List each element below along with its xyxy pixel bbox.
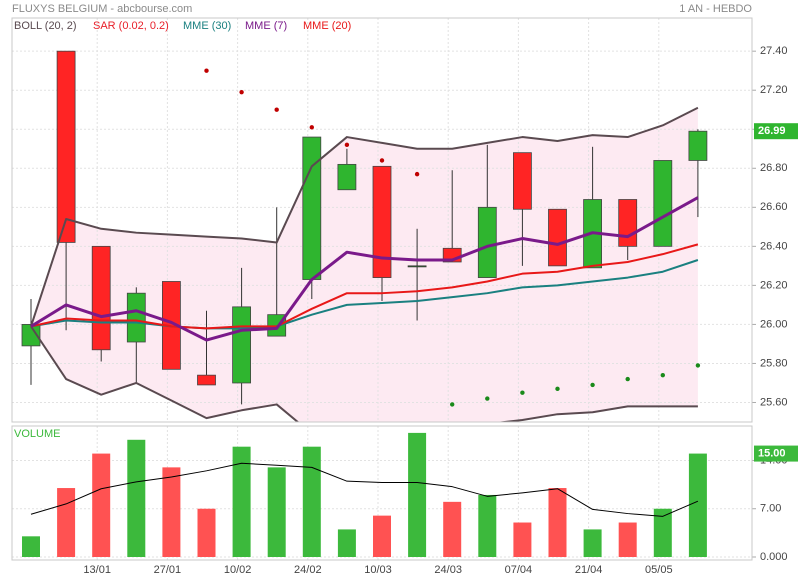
last-volume-label: 15.00 xyxy=(758,447,786,459)
sar-dot xyxy=(204,68,209,73)
sar-dot xyxy=(520,390,525,395)
volume-bar xyxy=(688,453,707,557)
volume-bar xyxy=(22,536,40,557)
volume-bar xyxy=(57,488,76,557)
volume-panel xyxy=(12,426,752,560)
candle-body xyxy=(197,374,216,386)
volume-bar xyxy=(162,467,181,557)
y-tick-label: 7.00 xyxy=(760,503,781,515)
price-frame xyxy=(11,17,753,423)
volume-bar xyxy=(337,529,356,557)
ema-line xyxy=(30,259,699,330)
candle-body xyxy=(56,50,76,243)
y-tick-label: 26.60 xyxy=(760,201,788,213)
ema-line xyxy=(30,243,699,330)
candle-body xyxy=(618,199,638,247)
x-tick-label: 05/05 xyxy=(645,564,673,576)
volume-bar xyxy=(548,488,567,557)
axes: 25.6025.8026.0026.2026.4026.6026.8027.00… xyxy=(83,45,798,576)
legend-entry: MME (20) xyxy=(303,20,351,32)
x-tick-label: 24/02 xyxy=(294,564,322,576)
volume-bar xyxy=(302,446,321,557)
volume-bar xyxy=(583,529,602,557)
volume-bar xyxy=(618,522,637,557)
x-tick-label: 24/03 xyxy=(434,564,462,576)
volume-bar xyxy=(653,508,672,557)
legend-entry: SAR (0.02, 0.2) xyxy=(93,20,169,32)
candle-body xyxy=(372,165,392,278)
sar-dot xyxy=(309,125,314,130)
x-tick-label: 07/04 xyxy=(505,564,533,576)
candle-body xyxy=(688,130,708,161)
sar-dot xyxy=(485,396,490,401)
y-tick-label: 27.20 xyxy=(760,84,788,96)
volume-bar xyxy=(127,439,146,557)
legend-entry: MME (7) xyxy=(245,20,287,32)
candle-body xyxy=(302,136,322,280)
x-tick-label: 21/04 xyxy=(575,564,603,576)
volume-bar xyxy=(197,508,216,557)
x-tick-label: 13/01 xyxy=(83,564,111,576)
x-tick-label: 10/03 xyxy=(364,564,392,576)
sar-dot xyxy=(414,171,420,177)
candle-body xyxy=(91,245,111,351)
sar-dot xyxy=(379,158,385,163)
legend-entry: BOLL (20, 2) xyxy=(14,20,77,32)
candle-body xyxy=(653,160,673,247)
candle-body xyxy=(548,208,567,267)
volume-bar xyxy=(92,453,111,557)
volume-bar xyxy=(373,515,391,557)
y-tick-label: 26.40 xyxy=(760,240,788,252)
candle-body xyxy=(232,306,252,384)
y-tick-label: 0.000 xyxy=(760,551,788,563)
volume-bar xyxy=(478,494,497,557)
candle-body xyxy=(477,206,497,278)
sar-dot xyxy=(274,107,279,112)
candle-body xyxy=(407,265,427,268)
volume-bar xyxy=(408,432,427,557)
chart-title: FLUXYS BELGIUM - abcbourse.com xyxy=(12,3,192,15)
volume-bar xyxy=(513,522,532,557)
period-label: 1 AN - HEBDO xyxy=(679,3,752,15)
x-tick-label: 27/01 xyxy=(154,564,182,576)
band-fill xyxy=(31,107,698,422)
y-tick-label: 26.80 xyxy=(760,162,788,174)
sar-dot xyxy=(590,382,595,388)
candle-body xyxy=(337,163,357,191)
last-volume-box xyxy=(754,445,798,462)
legend-entry: MME (30) xyxy=(183,20,231,32)
volume-frame xyxy=(11,425,753,561)
sar-dot xyxy=(625,376,630,382)
last-price-label: 26.99 xyxy=(758,125,786,137)
y-tick-label: 27.40 xyxy=(760,45,788,57)
bollinger-upper xyxy=(30,106,699,327)
sar-dot xyxy=(555,386,560,392)
price-panel xyxy=(12,18,752,422)
volume-bar xyxy=(232,446,251,557)
sar-dot xyxy=(660,372,665,378)
sar-dot xyxy=(239,89,244,95)
sar-dot xyxy=(344,142,350,148)
ema-line xyxy=(30,196,699,342)
y-tick-label: 26.00 xyxy=(760,318,788,330)
volume-bar xyxy=(443,501,462,557)
candle-body xyxy=(513,152,532,210)
x-tick-label: 10/02 xyxy=(224,564,252,576)
y-tick-label: 26.20 xyxy=(760,279,788,291)
volume-bar xyxy=(267,467,286,557)
last-price-box xyxy=(754,123,798,140)
volume-average xyxy=(30,462,699,517)
y-tick-label: 25.60 xyxy=(760,396,788,408)
y-tick-label: 25.80 xyxy=(760,357,788,369)
sar-dot xyxy=(695,363,701,368)
sar-dot xyxy=(450,402,455,407)
bollinger-lower xyxy=(30,325,698,422)
volume-title: VOLUME xyxy=(14,428,60,440)
candle-body xyxy=(126,292,146,343)
